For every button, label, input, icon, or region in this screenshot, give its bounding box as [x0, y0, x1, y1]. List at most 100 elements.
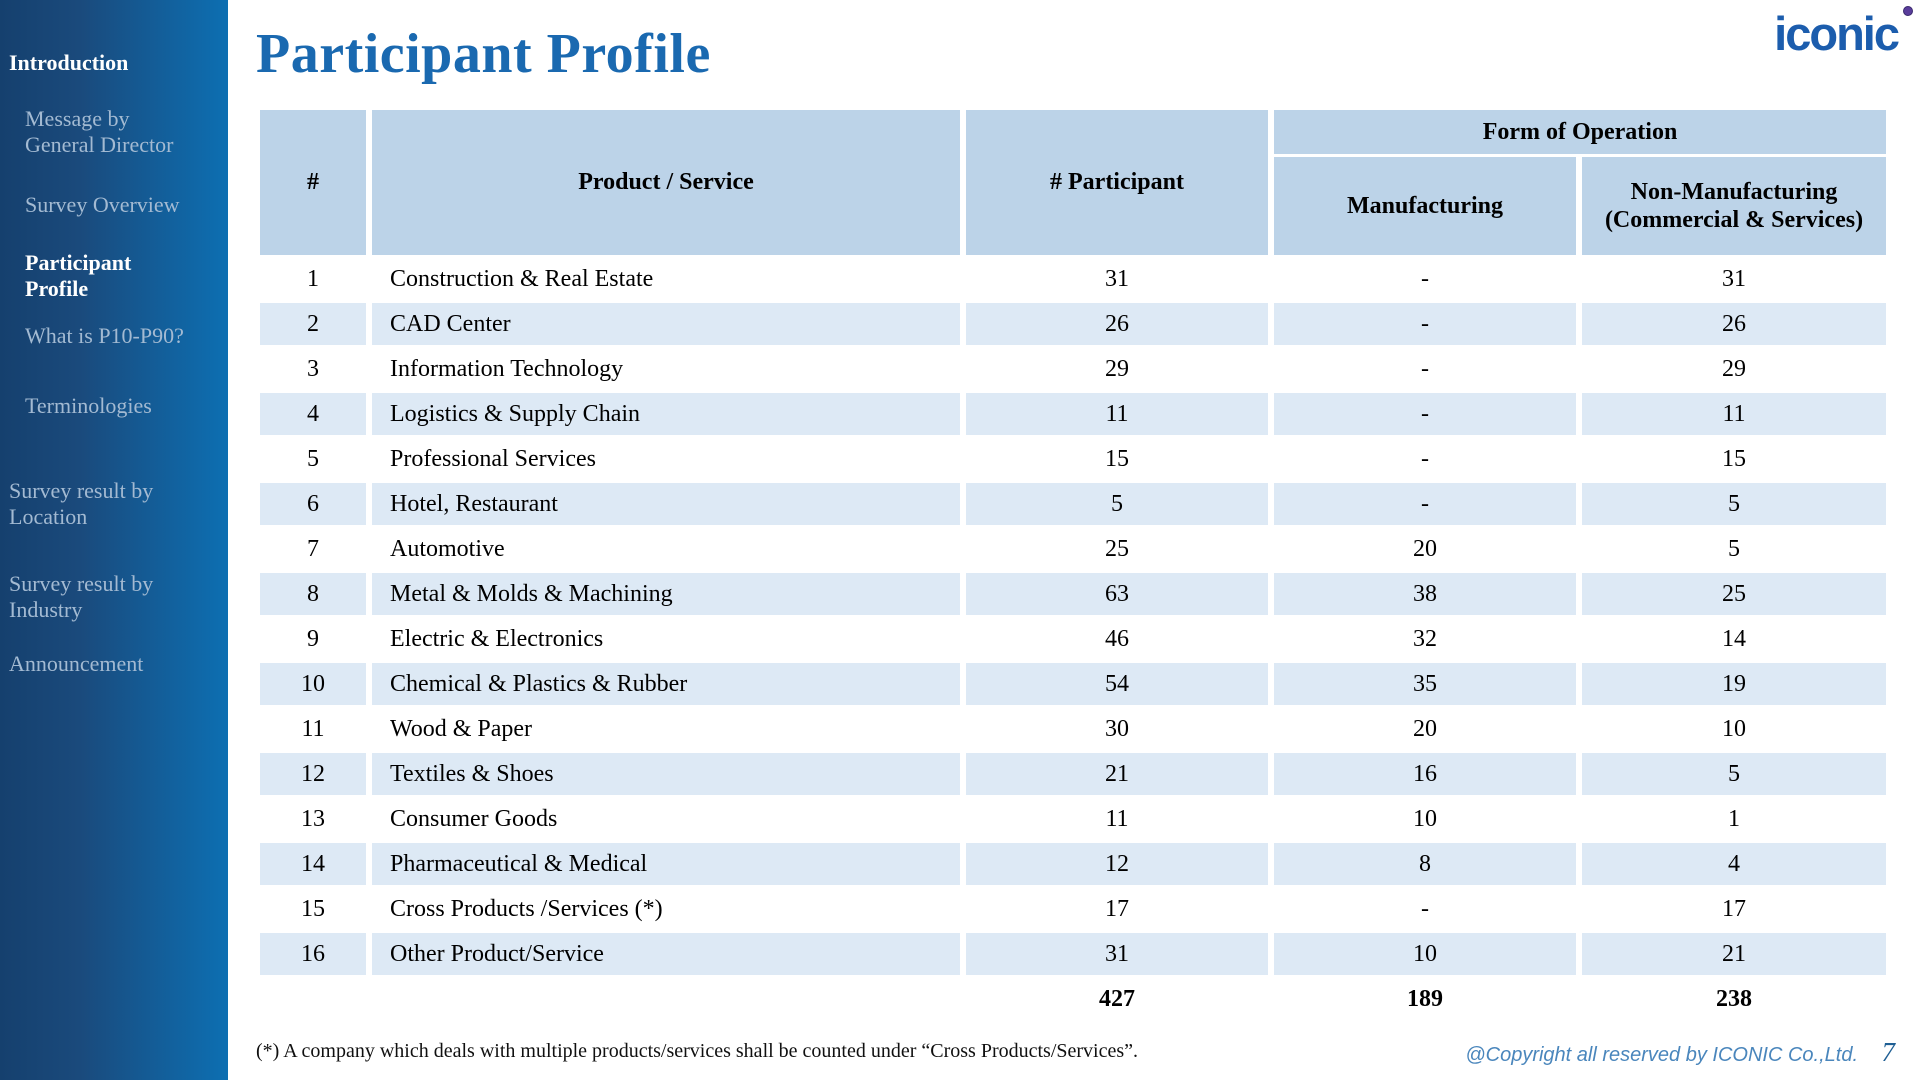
table-row: 2 CAD Center 26 - 26: [260, 303, 1886, 345]
table-row: 4 Logistics & Supply Chain 11 - 11: [260, 393, 1886, 435]
participant-count-cell: 11: [1105, 805, 1129, 832]
totals-empty-cell: [260, 978, 366, 1020]
row-number-cell: 6: [260, 483, 366, 525]
participant-count-cell: 46: [1105, 625, 1129, 652]
manufacturing-count-cell: -: [1274, 483, 1576, 525]
participant-count-cell: 21: [966, 753, 1268, 795]
header-participant: # Participant: [966, 110, 1268, 255]
row-number-cell: 8: [260, 573, 366, 615]
manufacturing-count-cell: 35: [1274, 663, 1576, 705]
table-body: 1 Construction & Real Estate 31 - 31 2 C…: [260, 258, 1886, 975]
row-number-cell: 12: [260, 753, 366, 795]
totals-empty-cell: [372, 978, 960, 1020]
row-number-cell: 10: [260, 663, 366, 705]
table-row: 14 Pharmaceutical & Medical 12 8 4: [260, 843, 1886, 885]
table-row: 9 Electric & Electronics 46 32 14: [260, 618, 1886, 660]
non-manufacturing-count-cell: 5: [1582, 753, 1886, 795]
participant-count-cell: 30: [1105, 715, 1129, 742]
manufacturing-count-cell: 20: [1413, 715, 1437, 742]
manufacturing-count-cell: 32: [1413, 625, 1437, 652]
manufacturing-count-cell: 8: [1274, 843, 1576, 885]
non-manufacturing-count-cell: 19: [1582, 663, 1886, 705]
sidebar-item-terminologies[interactable]: Terminologies: [25, 393, 152, 418]
product-service-cell: Electric & Electronics: [390, 625, 604, 652]
iconic-logo: iconic: [1774, 7, 1900, 60]
product-service-cell: Chemical & Plastics & Rubber: [372, 663, 960, 705]
non-manufacturing-count-cell: 25: [1582, 573, 1886, 615]
sidebar-item-announcement[interactable]: Announcement: [9, 651, 144, 676]
header-number: #: [260, 110, 366, 255]
table-row: 13 Consumer Goods 11 10 1: [260, 798, 1886, 840]
row-number-cell: 13: [301, 805, 325, 832]
row-number-cell: 15: [301, 895, 325, 922]
product-service-cell: Automotive: [390, 535, 505, 562]
manufacturing-count-cell: -: [1421, 895, 1429, 922]
header-non-manufacturing: Non-Manufacturing (Commercial & Services…: [1582, 157, 1886, 255]
non-manufacturing-count-cell: 4: [1582, 843, 1886, 885]
manufacturing-count-cell: -: [1421, 445, 1429, 472]
header-manufacturing: Manufacturing: [1274, 157, 1576, 255]
non-manufacturing-count-cell: 21: [1582, 933, 1886, 975]
participant-count-cell: 25: [1105, 535, 1129, 562]
non-manufacturing-count-cell: 29: [1722, 355, 1746, 382]
participant-count-cell: 26: [966, 303, 1268, 345]
product-service-cell: Construction & Real Estate: [390, 265, 654, 292]
non-manufacturing-count-cell: 5: [1728, 535, 1740, 562]
product-service-cell: Hotel, Restaurant: [372, 483, 960, 525]
sidebar-item-participant-profile[interactable]: Participant Profile: [25, 250, 132, 301]
participant-table: # Product / Service # Participant Form o…: [254, 107, 1892, 1023]
participant-count-cell: 17: [1105, 895, 1129, 922]
product-service-cell: CAD Center: [372, 303, 960, 345]
totals-non-manufacturing: 238: [1582, 978, 1886, 1020]
product-service-cell: Pharmaceutical & Medical: [372, 843, 960, 885]
copyright-text: @Copyright all reserved by ICONIC Co.,Lt…: [1465, 1044, 1858, 1066]
manufacturing-count-cell: 20: [1413, 535, 1437, 562]
row-number-cell: 5: [307, 445, 319, 472]
manufacturing-count-cell: 16: [1274, 753, 1576, 795]
row-number-cell: 9: [307, 625, 319, 652]
participant-count-cell: 12: [966, 843, 1268, 885]
non-manufacturing-count-cell: 17: [1722, 895, 1746, 922]
participant-count-cell: 31: [1105, 265, 1129, 292]
table-row: 10 Chemical & Plastics & Rubber 54 35 19: [260, 663, 1886, 705]
table-row: 11 Wood & Paper 30 20 10: [260, 708, 1886, 750]
row-number-cell: 7: [307, 535, 319, 562]
table-row: 3 Information Technology 29 - 29: [260, 348, 1886, 390]
sidebar-item-what-is-p10-p90[interactable]: What is P10-P90?: [25, 323, 184, 348]
participant-count-cell: 54: [966, 663, 1268, 705]
table-row: 7 Automotive 25 20 5: [260, 528, 1886, 570]
header-form-of-operation: Form of Operation: [1274, 110, 1886, 154]
product-service-cell: Cross Products /Services (*): [390, 895, 663, 922]
sidebar-item-introduction[interactable]: Introduction: [9, 50, 129, 75]
product-service-cell: Professional Services: [390, 445, 596, 472]
product-service-cell: Information Technology: [390, 355, 624, 382]
manufacturing-count-cell: 38: [1274, 573, 1576, 615]
manufacturing-count-cell: 10: [1413, 805, 1437, 832]
sidebar-item-survey-result-by-industry[interactable]: Survey result by Industry: [9, 571, 154, 622]
table-row: 1 Construction & Real Estate 31 - 31: [260, 258, 1886, 300]
product-service-cell: Consumer Goods: [390, 805, 558, 832]
participant-count-cell: 5: [966, 483, 1268, 525]
product-service-cell: Other Product/Service: [372, 933, 960, 975]
sidebar-item-survey-result-by-location[interactable]: Survey result by Location: [9, 478, 154, 529]
totals-manufacturing: 189: [1274, 978, 1576, 1020]
row-number-cell: 14: [260, 843, 366, 885]
sidebar-item-message-by-general-director[interactable]: Message by General Director: [25, 106, 174, 157]
header-product-service: Product / Service: [372, 110, 960, 255]
table-row: 5 Professional Services 15 - 15: [260, 438, 1886, 480]
page-title: Participant Profile: [256, 23, 711, 85]
manufacturing-count-cell: 10: [1274, 933, 1576, 975]
footnote: (*) A company which deals with multiple …: [256, 1040, 1139, 1062]
sidebar-item-survey-overview[interactable]: Survey Overview: [25, 192, 180, 217]
product-service-cell: Metal & Molds & Machining: [372, 573, 960, 615]
manufacturing-count-cell: -: [1421, 355, 1429, 382]
non-manufacturing-count-cell: 1: [1728, 805, 1740, 832]
non-manufacturing-count-cell: 26: [1582, 303, 1886, 345]
page-number: 7: [1881, 1037, 1896, 1067]
participant-count-cell: 11: [966, 393, 1268, 435]
row-number-cell: 3: [307, 355, 319, 382]
non-manufacturing-count-cell: 31: [1722, 265, 1746, 292]
non-manufacturing-count-cell: 14: [1722, 625, 1746, 652]
row-number-cell: 1: [307, 265, 319, 292]
